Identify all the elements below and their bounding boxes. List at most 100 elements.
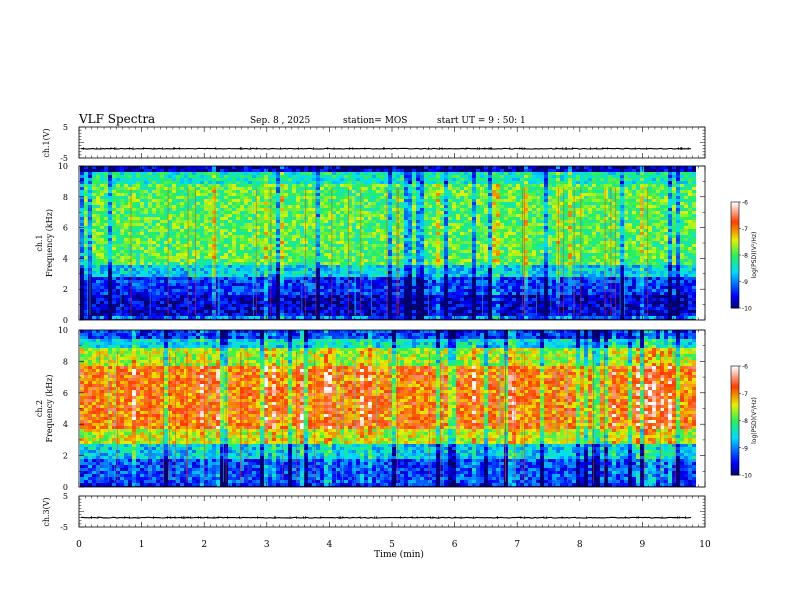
spectrogram-cell — [348, 217, 352, 220]
spectrogram-cell — [332, 304, 336, 307]
spectrogram-cell — [252, 166, 256, 169]
spectrogram-cell — [240, 280, 244, 283]
spectrogram-cell — [80, 250, 84, 253]
spectrogram-cell — [424, 241, 428, 244]
spectrogram-cell — [320, 172, 324, 175]
spectrogram-cell — [252, 190, 256, 193]
spectrogram-cell — [92, 184, 96, 187]
spectrogram-cell — [432, 208, 436, 211]
spectrogram-cell — [104, 280, 108, 283]
spectrogram-cell — [404, 190, 408, 193]
spectrogram-cell — [368, 223, 372, 226]
spectrogram-cell — [128, 268, 132, 271]
spectrogram-cell — [376, 250, 380, 253]
spectrogram-cell — [352, 289, 356, 292]
spectrogram-cell — [140, 193, 144, 196]
spectrogram-cell — [116, 178, 120, 181]
spectrogram-cell — [380, 265, 384, 268]
spectrogram-cell — [124, 199, 128, 202]
spectrogram-cell — [200, 187, 204, 190]
spectrogram-cell — [128, 292, 132, 295]
spectrogram-cell — [92, 265, 96, 268]
spectrogram-cell — [108, 277, 112, 280]
spectrogram-cell — [232, 250, 236, 253]
spectrogram-cell — [236, 298, 240, 301]
spectrogram-cell — [156, 181, 160, 184]
spectrogram-cell — [244, 199, 248, 202]
spectrogram-cell — [128, 169, 132, 172]
spectrogram-cell — [144, 274, 148, 277]
spectrogram-cell — [320, 196, 324, 199]
spectrogram-cell — [140, 268, 144, 271]
spectrogram-cell — [364, 265, 368, 268]
spectrogram-cell — [272, 247, 276, 250]
spectrogram-cell — [312, 172, 316, 175]
spectrogram-cell — [180, 187, 184, 190]
spectrogram-cell — [272, 277, 276, 280]
spectrogram-cell — [260, 184, 264, 187]
spectrogram-cell — [116, 256, 120, 259]
spectrogram-cell — [420, 241, 424, 244]
spectrogram-cell — [92, 298, 96, 301]
spectrogram-cell — [228, 175, 232, 178]
spectrogram-cell — [392, 241, 396, 244]
spectrogram-cell — [316, 193, 320, 196]
spectrogram-cell — [228, 184, 232, 187]
spectrogram-cell — [372, 172, 376, 175]
spectrogram-cell — [228, 217, 232, 220]
spectrogram-cell — [80, 256, 84, 259]
spectrogram-cell — [240, 178, 244, 181]
spectrogram-cell — [108, 205, 112, 208]
spectrogram-cell — [280, 277, 284, 280]
spectrogram-cell — [412, 262, 416, 265]
spectrogram-cell — [424, 214, 428, 217]
spectrogram-cell — [104, 295, 108, 298]
spectrogram-cell — [412, 304, 416, 307]
spectrogram-cell — [352, 301, 356, 304]
spectrogram-cell — [392, 166, 396, 169]
spectrogram-cell — [368, 211, 372, 214]
spectrogram-cell — [128, 250, 132, 253]
spectrogram-cell — [244, 196, 248, 199]
spectrogram-cell — [432, 178, 436, 181]
spectrogram-cell — [252, 181, 256, 184]
spectrogram-cell — [128, 280, 132, 283]
spectrogram-cell — [372, 214, 376, 217]
spectrogram-cell — [132, 256, 136, 259]
spectrogram-cell — [172, 271, 176, 274]
spectrogram-cell — [236, 313, 240, 316]
spectrogram-cell — [136, 271, 140, 274]
spectrogram-cell — [228, 220, 232, 223]
spectrogram-cell — [272, 313, 276, 316]
spectrogram-cell — [356, 265, 360, 268]
spectrogram-cell — [80, 238, 84, 241]
spectrogram-cell — [180, 190, 184, 193]
spectrogram-cell — [164, 286, 168, 289]
spectrogram-cell — [136, 259, 140, 262]
spectrogram-cell — [400, 241, 404, 244]
spectrogram-cell — [428, 253, 432, 256]
spectrogram-cell — [180, 226, 184, 229]
spectrogram-cell — [252, 319, 256, 320]
spectrogram-cell — [324, 271, 328, 274]
spectrogram-cell — [428, 196, 432, 199]
spectrogram-cell — [164, 214, 168, 217]
spectrogram-cell — [244, 190, 248, 193]
spectrogram-cell — [240, 220, 244, 223]
spectrogram-cell — [204, 217, 208, 220]
spectrogram-cell — [220, 265, 224, 268]
spectrogram-cell — [264, 196, 268, 199]
spectrogram-cell — [412, 172, 416, 175]
spectrogram-cell — [184, 214, 188, 217]
spectrogram-cell — [296, 274, 300, 277]
spectrogram-cell — [416, 220, 420, 223]
spectrogram-cell — [252, 214, 256, 217]
spectrogram-cell — [108, 262, 112, 265]
spectrogram-cell — [124, 214, 128, 217]
spectrogram-cell — [344, 286, 348, 289]
spectrogram-cell — [252, 238, 256, 241]
spectrogram-cell — [120, 205, 124, 208]
spectrogram-cell — [96, 307, 100, 310]
spectrogram-cell — [136, 304, 140, 307]
spectrogram-cell — [384, 316, 388, 319]
